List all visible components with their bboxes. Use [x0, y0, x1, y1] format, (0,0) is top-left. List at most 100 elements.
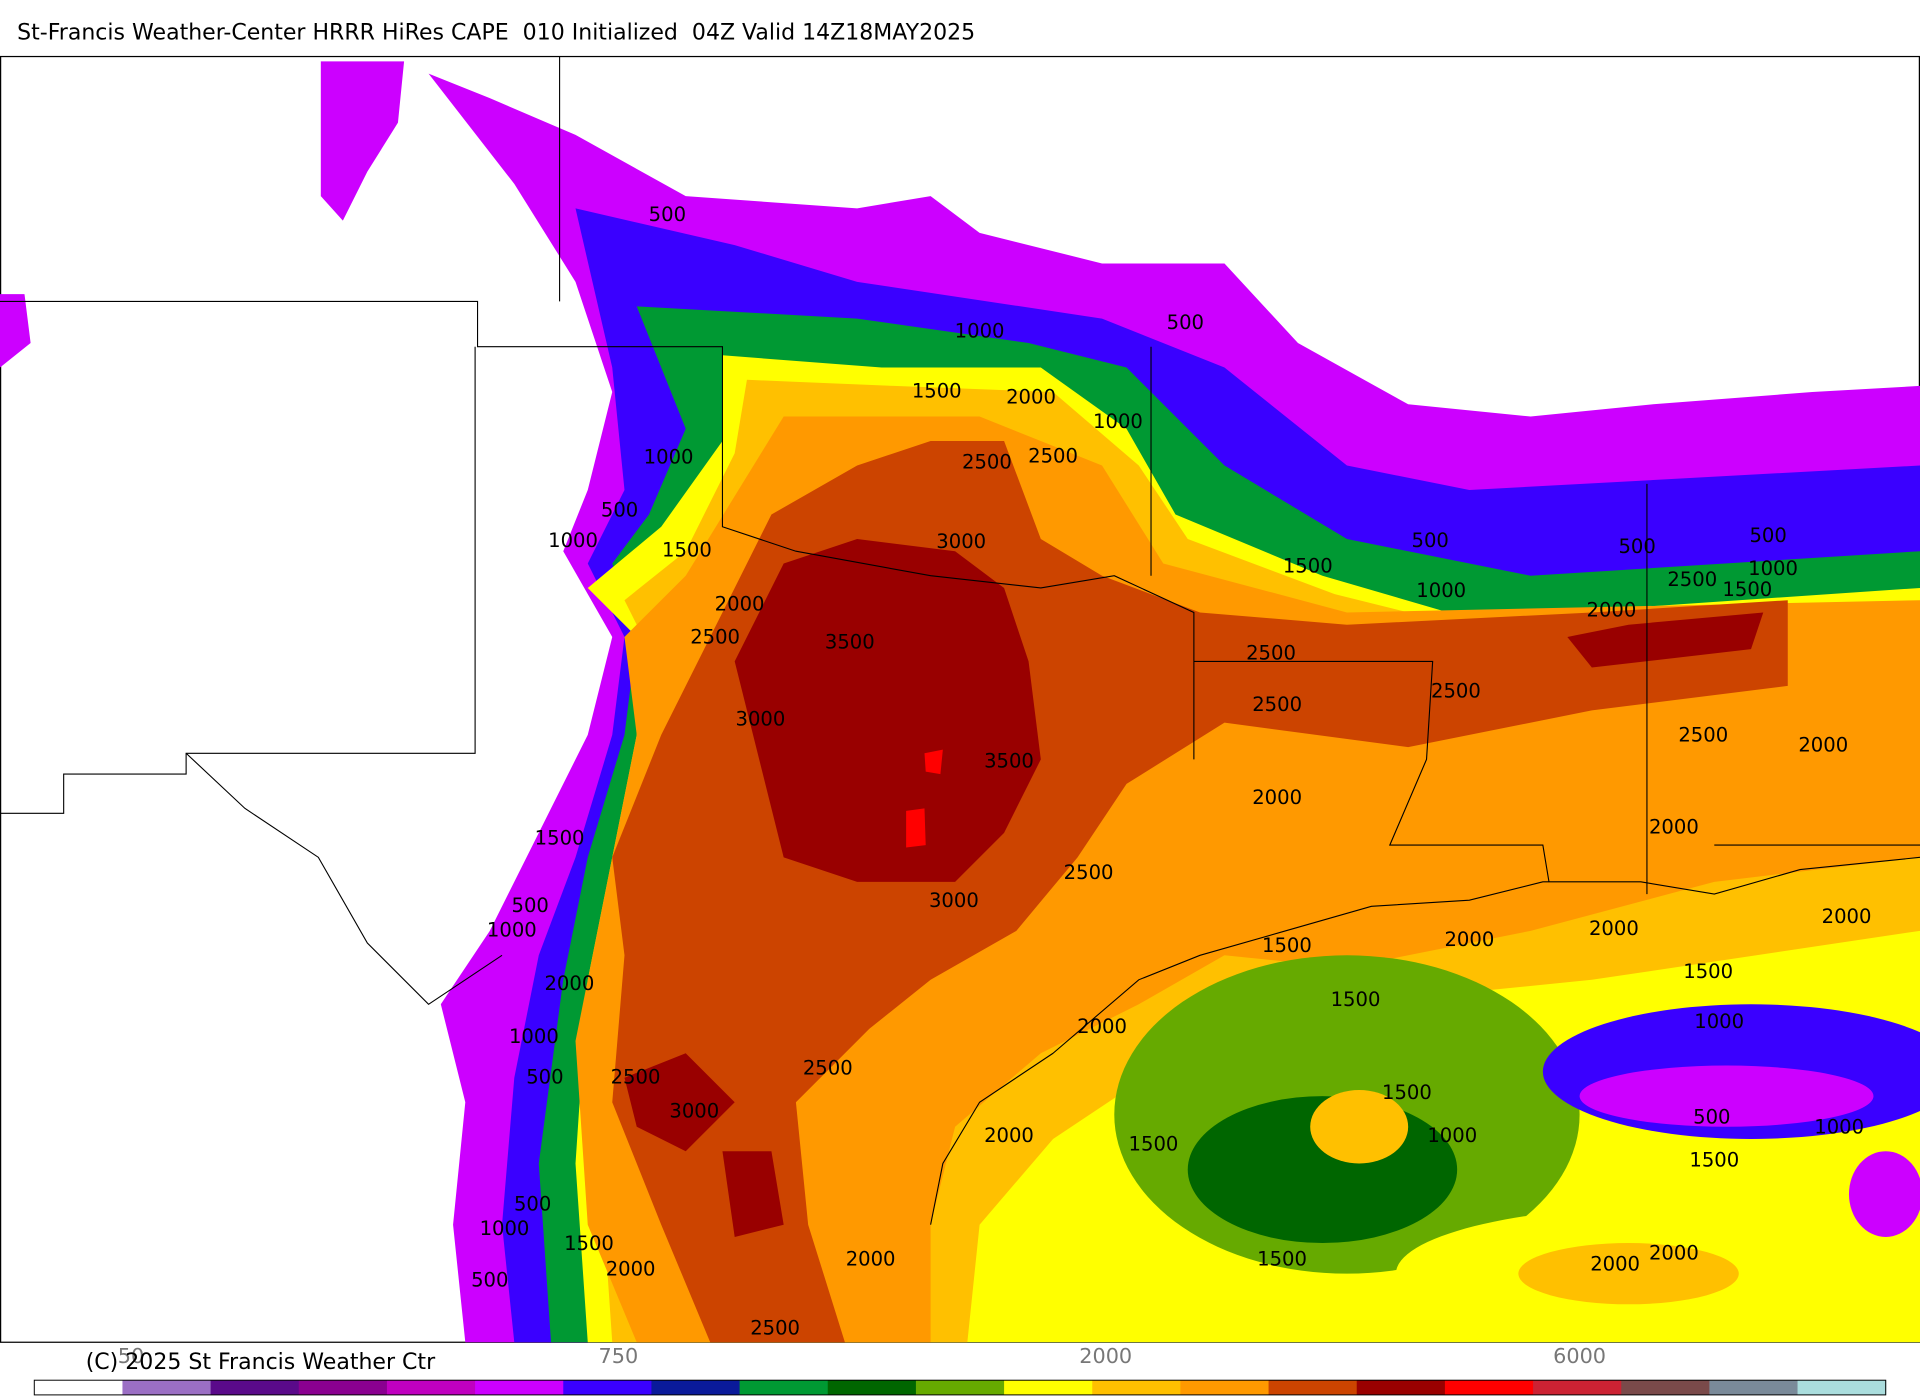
- cape-shading: [1579, 1065, 1874, 1127]
- colorbar-label: 6000: [1553, 1344, 1606, 1368]
- contour-label: 2000: [1006, 386, 1056, 409]
- contour-label: 500: [526, 1065, 563, 1088]
- colorbar: 50 750 2000 6000: [33, 1344, 1887, 1396]
- colorbar-frame: [33, 1379, 1887, 1396]
- contour-label: 2000: [1649, 1242, 1699, 1265]
- contour-label: 1500: [1722, 578, 1772, 601]
- contour-label: 2000: [1077, 1015, 1127, 1038]
- contour-label: 1000: [548, 529, 598, 552]
- contour-label: 2000: [606, 1258, 656, 1281]
- colorbar-swatch: [1356, 1380, 1446, 1395]
- colorbar-swatch: [1092, 1380, 1182, 1395]
- colorbar-label: 2000: [1079, 1344, 1132, 1368]
- colorbar-swatch: [651, 1380, 741, 1395]
- contour-label: 1500: [1331, 988, 1381, 1011]
- colorbar-swatch: [1004, 1380, 1093, 1395]
- contour-label: 1500: [912, 380, 962, 403]
- contour-label: 2000: [544, 972, 594, 995]
- contour-label: 2000: [1649, 815, 1699, 838]
- colorbar-swatch: [827, 1380, 917, 1395]
- contour-label: 2500: [690, 626, 740, 649]
- cape-shading: [1310, 1090, 1409, 1164]
- contour-label: 2500: [1431, 680, 1481, 703]
- cape-shading: [906, 749, 943, 848]
- contour-label: 1500: [1683, 960, 1733, 983]
- contour-label: 500: [1412, 529, 1449, 552]
- contour-label: 2500: [962, 451, 1012, 474]
- contour-label: 2000: [1587, 599, 1637, 622]
- contour-label: 1000: [1748, 557, 1798, 580]
- contour-label: 3000: [936, 530, 986, 553]
- coastline: [185, 752, 1920, 1225]
- contour-label: 1500: [1689, 1149, 1739, 1172]
- colorbar-label: 50: [118, 1344, 144, 1368]
- contour-label: 500: [471, 1269, 508, 1292]
- contour-label: 1000: [644, 446, 694, 469]
- contour-label: 3500: [825, 631, 875, 654]
- colorbar-swatch: [298, 1380, 388, 1395]
- colorbar-swatch: [386, 1380, 476, 1395]
- contour-label: 1000: [1814, 1115, 1864, 1138]
- copyright: (C) 2025 St Francis Weather Ctr: [86, 1350, 436, 1375]
- contour-label: 2000: [1822, 905, 1872, 928]
- contour-label: 1000: [1694, 1010, 1744, 1033]
- contour-label: 1000: [1093, 410, 1143, 433]
- contour-label: 1500: [1257, 1248, 1307, 1271]
- contour-label: 500: [514, 1193, 551, 1216]
- contour-label: 1000: [1416, 579, 1466, 602]
- contour-label: 2500: [750, 1316, 800, 1339]
- contour-label: 1500: [1262, 934, 1312, 957]
- contour-label: 1500: [535, 826, 585, 849]
- cape-shading: [1848, 1151, 1920, 1237]
- contour-label: 1000: [1427, 1124, 1477, 1147]
- contour-label: 2000: [1590, 1253, 1640, 1276]
- contour-label: 1000: [509, 1025, 559, 1048]
- contour-label: 2500: [611, 1065, 661, 1088]
- colorbar-swatch: [1533, 1380, 1622, 1395]
- contour-label: 1500: [1283, 555, 1333, 578]
- contour-label: 500: [601, 498, 638, 521]
- colorbar-swatch: [739, 1380, 829, 1395]
- contour-label: 2500: [1667, 568, 1717, 591]
- contour-label: 1500: [662, 539, 712, 562]
- colorbar-swatch: [210, 1380, 300, 1395]
- contour-label: 500: [1693, 1106, 1730, 1129]
- contour-label: 1000: [955, 320, 1005, 343]
- colorbar-swatch: [1621, 1380, 1710, 1395]
- contour-label: 1500: [1382, 1081, 1432, 1104]
- contour-label: 3500: [984, 749, 1034, 772]
- contour-label: 2000: [1252, 786, 1302, 809]
- contour-label: 2000: [1798, 733, 1848, 756]
- contour-label: 2000: [1589, 917, 1639, 940]
- contour-label: 3000: [735, 708, 785, 731]
- cape-shading: [624, 538, 1764, 1237]
- contour-label: 1500: [564, 1232, 614, 1255]
- colorbar-swatch: [1180, 1380, 1270, 1395]
- contour-label: 500: [1749, 524, 1786, 547]
- contour-label: 2500: [1246, 642, 1296, 665]
- contour-label: 2500: [1064, 861, 1114, 884]
- contour-label: 500: [512, 894, 549, 917]
- contour-label: 3000: [929, 889, 979, 912]
- colorbar-swatch: [1709, 1380, 1799, 1395]
- contour-label: 2500: [1252, 693, 1302, 716]
- state-border: [0, 56, 1920, 1343]
- colorbar-swatch: [1797, 1380, 1887, 1395]
- contour-label: 3000: [669, 1100, 719, 1123]
- contour-label: 2000: [715, 593, 765, 616]
- contour-label: 2500: [1028, 444, 1078, 467]
- title: St-Francis Weather-Center HRRR HiRes CAP…: [17, 20, 975, 45]
- colorbar-swatch: [122, 1380, 212, 1395]
- contour-label: 500: [1167, 311, 1204, 334]
- cape-shading: [1518, 1243, 1739, 1305]
- contour-label: 2500: [803, 1057, 853, 1080]
- contour-label: 1500: [1129, 1133, 1179, 1156]
- colorbar-swatch: [915, 1380, 1005, 1395]
- contour-label: 2000: [1444, 928, 1494, 951]
- colorbar-swatch: [1444, 1380, 1534, 1395]
- colorbar-swatch: [475, 1380, 564, 1395]
- colorbar-swatch: [34, 1380, 124, 1395]
